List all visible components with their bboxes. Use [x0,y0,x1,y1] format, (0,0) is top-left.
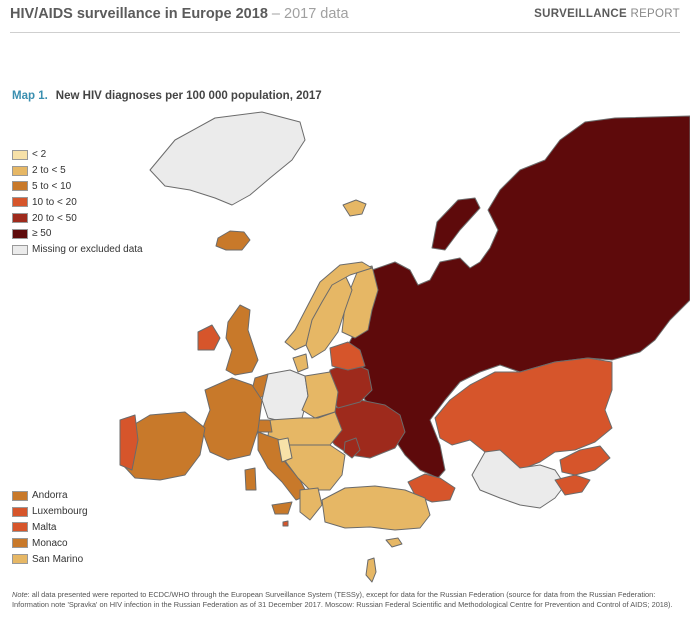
source-note: Note: all data presented were reported t… [12,590,678,610]
small-country-swatch [12,506,28,517]
small-country-label: Luxembourg [32,506,88,518]
title-separator: – [267,6,285,22]
report-title-main: HIV/AIDS surveillance in Europe 2018 [10,6,268,22]
small-country-item: Andorra [12,488,88,504]
legend-item: < 2 [12,147,143,163]
report-type: SURVEILLANCE REPORT [534,8,680,20]
region-greece [299,487,323,521]
legend-item: ≥ 50 [12,226,143,242]
small-country-swatch [12,490,28,501]
region-norway [284,261,373,351]
region-kyrgyzstan [559,445,611,476]
map-number: Map 1. [12,90,48,102]
small-country-label: Andorra [32,490,68,502]
legend-swatch [12,181,28,192]
note-text: : all data presented were reported to EC… [12,590,673,609]
region-sardinia [244,467,257,491]
small-country-label: Malta [32,521,57,533]
legend-item: 10 to < 20 [12,194,143,210]
region-israel [365,557,377,583]
legend-item: 2 to < 5 [12,163,143,179]
region-malta [282,520,289,527]
map-caption: New HIV diagnoses per 100 000 population… [55,90,322,102]
region-slovenia [277,437,293,463]
small-country-item: Luxembourg [12,504,88,520]
legend-label: Missing or excluded data [32,244,143,256]
region-central-asia-west [471,449,566,509]
small-country-swatch [12,522,28,533]
small-country-item: Malta [12,520,88,536]
region-portugal [119,414,139,471]
region-baltics [329,341,366,371]
small-country-label: San Marino [32,553,84,565]
legend-swatch [12,244,28,255]
legend-swatch [12,213,28,224]
region-uk [225,304,259,376]
report-type-bold: SURVEILLANCE [534,8,627,20]
region-france [201,377,263,461]
legend-item: 5 to < 10 [12,179,143,195]
region-tajikistan [554,474,591,496]
legend-item: 20 to < 50 [12,210,143,226]
legend-label: ≥ 50 [32,228,52,240]
legend-label: < 2 [32,149,47,161]
legend-label: 2 to < 5 [32,165,66,177]
region-poland [301,371,339,419]
region-spain [119,411,206,481]
legend-label: 20 to < 50 [32,212,77,224]
legend-swatch [12,197,28,208]
small-country-label: Monaco [32,537,68,549]
map-legend: < 2 2 to < 5 5 to < 10 10 to < 20 20 to … [12,147,143,258]
small-country-item: Monaco [12,535,88,551]
region-denmark [292,353,309,373]
small-country-item: San Marino [12,551,88,567]
small-countries-legend: Andorra Luxembourg Malta Monaco San Mari… [12,488,88,567]
map-title: Map 1. New HIV diagnoses per 100 000 popu… [12,90,322,102]
legend-label: 10 to < 20 [32,196,77,208]
region-switzerland [257,419,273,433]
region-ireland [197,324,221,351]
report-title: HIV/AIDS surveillance in Europe 2018 – 2… [10,6,349,22]
region-iceland [215,230,251,251]
region-balkans [281,444,346,491]
report-type-light: REPORT [626,8,680,20]
region-turkey [321,485,431,531]
region-moldova [343,437,361,459]
region-greenland [149,111,306,206]
region-novaya-zemlya [431,197,481,251]
page-header: HIV/AIDS surveillance in Europe 2018 – 2… [10,6,680,33]
region-svalbard [342,199,367,217]
report-data-year: 2017 data [284,6,349,22]
legend-item: Missing or excluded data [12,242,143,258]
small-country-swatch [12,538,28,549]
legend-label: 5 to < 10 [32,180,72,192]
legend-swatch [12,149,28,160]
legend-swatch [12,165,28,176]
note-lead: Note [12,590,28,599]
region-cyprus [385,537,403,548]
region-germany [261,369,309,423]
legend-swatch [12,228,28,239]
region-sicily [271,501,293,515]
small-country-swatch [12,554,28,565]
region-kazakhstan [434,357,613,471]
